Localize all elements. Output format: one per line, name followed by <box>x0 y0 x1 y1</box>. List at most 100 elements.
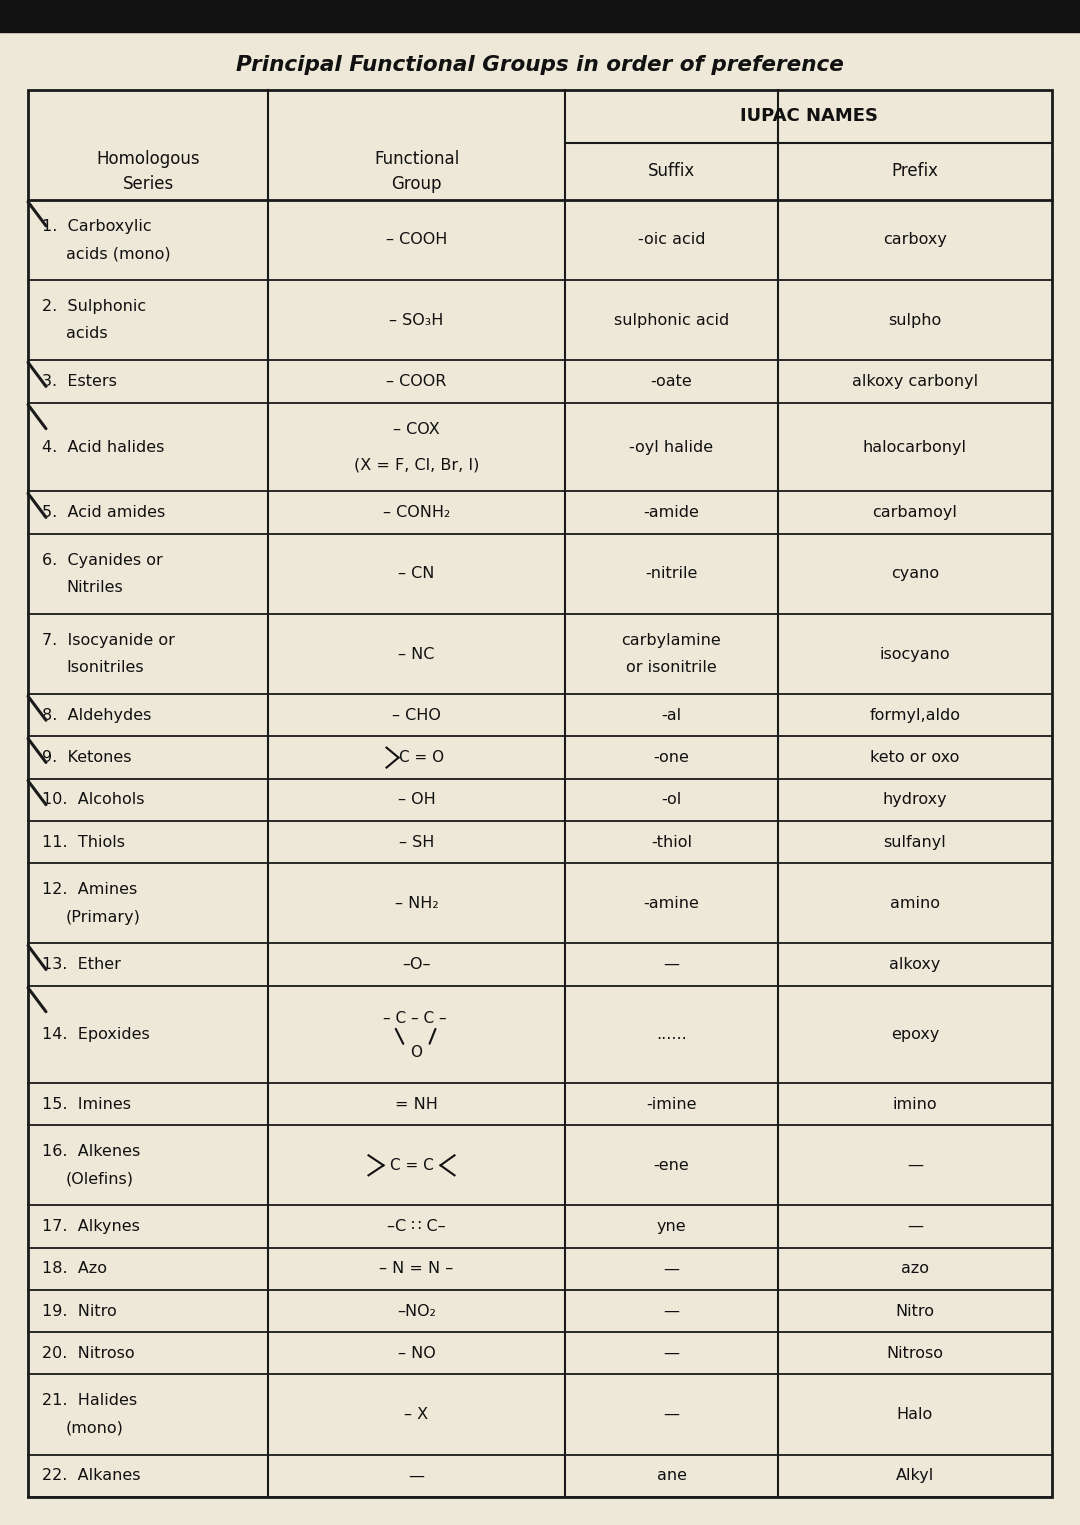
Text: – OH: – OH <box>397 793 435 807</box>
Text: Halo: Halo <box>896 1408 933 1423</box>
Text: -ol: -ol <box>661 793 681 807</box>
Text: Nitriles: Nitriles <box>66 580 123 595</box>
Text: —: — <box>663 1347 679 1360</box>
Text: 3.  Esters: 3. Esters <box>42 374 117 389</box>
Text: -imine: -imine <box>646 1096 697 1112</box>
Text: Alkyl: Alkyl <box>896 1469 934 1484</box>
Text: -amine: -amine <box>644 895 700 910</box>
Text: 1.  Carboxylic: 1. Carboxylic <box>42 220 151 233</box>
Text: carboxy: carboxy <box>883 232 947 247</box>
Text: —: — <box>663 958 679 971</box>
Text: alkoxy: alkoxy <box>889 958 941 971</box>
Text: – X: – X <box>404 1408 429 1423</box>
Text: carbamoyl: carbamoyl <box>873 505 958 520</box>
Text: (Primary): (Primary) <box>66 909 140 924</box>
Text: yne: yne <box>657 1218 686 1234</box>
Text: – N = N –: – N = N – <box>379 1261 454 1276</box>
Text: 7.  Isocyanide or: 7. Isocyanide or <box>42 633 175 648</box>
Text: – NO: – NO <box>397 1347 435 1360</box>
Text: IUPAC NAMES: IUPAC NAMES <box>740 107 877 125</box>
Text: (Olefins): (Olefins) <box>66 1171 134 1186</box>
Text: keto or oxo: keto or oxo <box>870 750 960 766</box>
Text: – CONH₂: – CONH₂ <box>383 505 450 520</box>
Text: formyl,aldo: formyl,aldo <box>869 708 960 723</box>
Text: Nitroso: Nitroso <box>887 1347 944 1360</box>
Text: acids: acids <box>66 326 108 342</box>
Text: – SH: – SH <box>399 834 434 849</box>
Text: C = C: C = C <box>390 1157 433 1173</box>
Text: amino: amino <box>890 895 940 910</box>
Text: 22.  Alkanes: 22. Alkanes <box>42 1469 140 1484</box>
Text: imino: imino <box>893 1096 937 1112</box>
Text: —: — <box>907 1218 923 1234</box>
Text: or isonitrile: or isonitrile <box>626 660 717 676</box>
Text: 12.  Amines: 12. Amines <box>42 881 137 897</box>
Text: -nitrile: -nitrile <box>646 566 698 581</box>
Text: – CHO: – CHO <box>392 708 441 723</box>
Text: – C – C –: – C – C – <box>382 1011 446 1026</box>
Text: 16.  Alkenes: 16. Alkenes <box>42 1144 140 1159</box>
Text: – COOH: – COOH <box>386 232 447 247</box>
Text: —: — <box>907 1157 923 1173</box>
Text: halocarbonyl: halocarbonyl <box>863 439 967 454</box>
Text: Principal Functional Groups in order of preference: Principal Functional Groups in order of … <box>237 55 843 75</box>
Text: epoxy: epoxy <box>891 1026 940 1042</box>
Text: C = O: C = O <box>399 750 444 766</box>
Text: 8.  Aldehydes: 8. Aldehydes <box>42 708 151 723</box>
Text: O: O <box>410 1045 422 1060</box>
Text: 14.  Epoxides: 14. Epoxides <box>42 1026 150 1042</box>
Text: – NH₂: – NH₂ <box>394 895 438 910</box>
Text: – COOR: – COOR <box>387 374 447 389</box>
Text: —: — <box>663 1408 679 1423</box>
Text: —: — <box>408 1469 424 1484</box>
Text: -al: -al <box>661 708 681 723</box>
Text: 13.  Ether: 13. Ether <box>42 958 121 971</box>
Text: 20.  Nitroso: 20. Nitroso <box>42 1347 135 1360</box>
Text: isocyano: isocyano <box>880 647 950 662</box>
Text: —: — <box>663 1261 679 1276</box>
Text: Prefix: Prefix <box>891 162 939 180</box>
Text: Isonitriles: Isonitriles <box>66 660 144 676</box>
Text: 21.  Halides: 21. Halides <box>42 1394 137 1409</box>
Text: carbylamine: carbylamine <box>622 633 721 648</box>
Text: alkoxy carbonyl: alkoxy carbonyl <box>852 374 978 389</box>
Text: 10.  Alcohols: 10. Alcohols <box>42 793 145 807</box>
Text: Homologous
Series: Homologous Series <box>96 149 200 192</box>
Text: 11.  Thiols: 11. Thiols <box>42 834 125 849</box>
Text: -one: -one <box>653 750 689 766</box>
Text: -ene: -ene <box>653 1157 689 1173</box>
Text: ane: ane <box>657 1469 687 1484</box>
Text: -oate: -oate <box>650 374 692 389</box>
Text: acids (mono): acids (mono) <box>66 246 171 261</box>
Text: azo: azo <box>901 1261 929 1276</box>
Text: 2.  Sulphonic: 2. Sulphonic <box>42 299 146 314</box>
Text: – CN: – CN <box>399 566 434 581</box>
Text: 19.  Nitro: 19. Nitro <box>42 1304 117 1319</box>
Text: 5.  Acid amides: 5. Acid amides <box>42 505 165 520</box>
Text: cyano: cyano <box>891 566 940 581</box>
Text: -amide: -amide <box>644 505 700 520</box>
Text: -oyl halide: -oyl halide <box>630 439 714 454</box>
Text: 6.  Cyanides or: 6. Cyanides or <box>42 552 163 567</box>
Text: -oic acid: -oic acid <box>638 232 705 247</box>
Text: Suffix: Suffix <box>648 162 696 180</box>
Text: sulphonic acid: sulphonic acid <box>613 313 729 328</box>
Text: sulpho: sulpho <box>889 313 942 328</box>
Text: 17.  Alkynes: 17. Alkynes <box>42 1218 140 1234</box>
Bar <box>0 0 1080 32</box>
Text: -thiol: -thiol <box>651 834 692 849</box>
Text: ......: ...... <box>657 1026 687 1042</box>
Text: 15.  Imines: 15. Imines <box>42 1096 131 1112</box>
Text: 18.  Azo: 18. Azo <box>42 1261 107 1276</box>
Text: –O–: –O– <box>402 958 431 971</box>
Text: – NC: – NC <box>399 647 434 662</box>
Text: –C ∷ C–: –C ∷ C– <box>388 1218 446 1234</box>
Text: 4.  Acid halides: 4. Acid halides <box>42 439 164 454</box>
Text: – SO₃H: – SO₃H <box>389 313 444 328</box>
Text: 9.  Ketones: 9. Ketones <box>42 750 132 766</box>
Text: Nitro: Nitro <box>895 1304 934 1319</box>
Text: –NO₂: –NO₂ <box>397 1304 436 1319</box>
Text: sulfanyl: sulfanyl <box>883 834 946 849</box>
Text: – COX: – COX <box>393 422 440 436</box>
Text: (mono): (mono) <box>66 1421 124 1435</box>
